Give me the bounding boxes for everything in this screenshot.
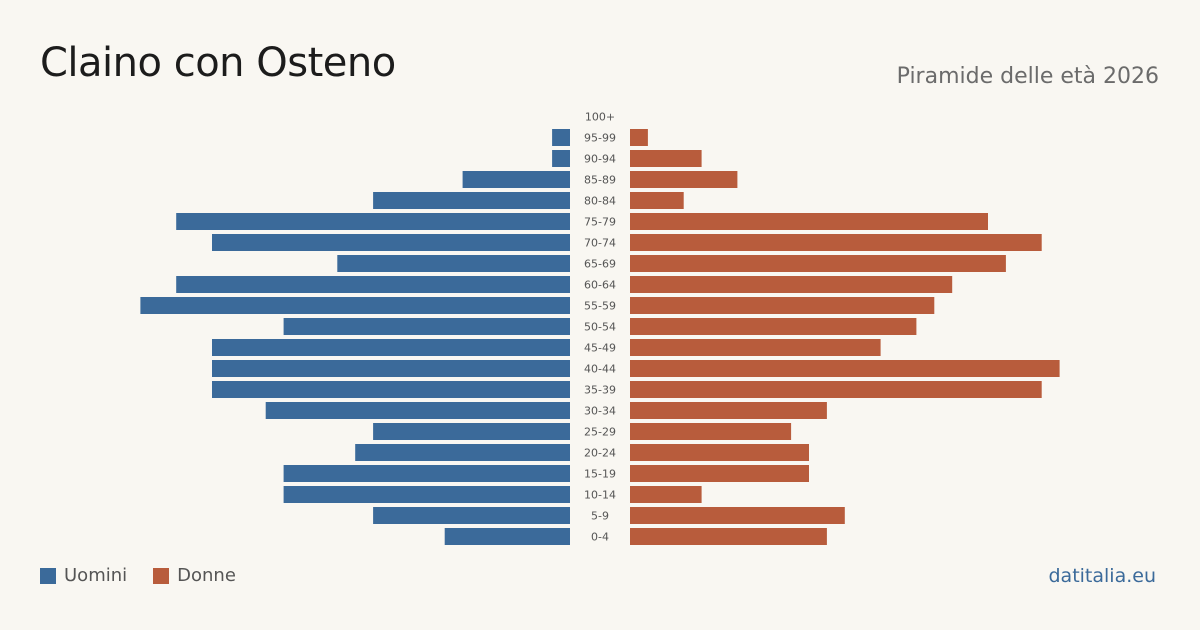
bar-men-50-54[interactable] [283,318,570,335]
bar-women-75-79[interactable] [630,213,988,230]
bar-men-45-49[interactable] [212,339,570,356]
bar-men-40-44[interactable] [212,360,570,377]
age-label: 85-89 [584,174,616,187]
legend-item-women: Donne [153,565,236,586]
bar-men-70-74[interactable] [212,234,570,251]
bar-men-5-9[interactable] [373,507,570,524]
chart-subtitle: Piramide delle età 2026 [896,64,1159,89]
bar-women-20-24[interactable] [630,444,809,461]
bar-women-70-74[interactable] [630,234,1042,251]
age-label: 55-59 [584,300,616,313]
bar-women-35-39[interactable] [630,381,1042,398]
age-label: 20-24 [584,447,616,460]
bar-men-95-99[interactable] [552,129,570,146]
age-label: 0-4 [591,531,609,544]
bar-women-40-44[interactable] [630,360,1060,377]
bar-men-15-19[interactable] [283,465,570,482]
age-label: 45-49 [584,342,616,355]
age-label: 75-79 [584,216,616,229]
bar-women-55-59[interactable] [630,297,935,314]
age-label: 90-94 [584,153,616,166]
bar-men-80-84[interactable] [373,192,570,209]
bar-women-45-49[interactable] [630,339,881,356]
brand-link[interactable]: datitalia.eu [1048,565,1157,587]
bar-men-60-64[interactable] [176,276,570,293]
age-label: 65-69 [584,258,616,271]
age-label: 5-9 [591,510,609,523]
age-label: 80-84 [584,195,616,208]
bar-women-25-29[interactable] [630,423,792,440]
bar-men-90-94[interactable] [552,150,570,167]
legend: Uomini Donne [40,565,262,586]
bar-men-35-39[interactable] [212,381,570,398]
age-label: 50-54 [584,321,616,334]
legend-swatch-women [153,567,170,584]
age-label: 10-14 [584,489,616,502]
bar-men-75-79[interactable] [176,213,570,230]
bar-women-0-4[interactable] [630,528,827,545]
bar-men-10-14[interactable] [283,486,570,503]
legend-item-men: Uomini [40,565,127,586]
bar-women-10-14[interactable] [630,486,702,503]
age-label: 60-64 [584,279,616,292]
bar-women-5-9[interactable] [630,507,845,524]
age-label: 100+ [585,111,615,124]
age-label: 35-39 [584,384,616,397]
bar-men-20-24[interactable] [355,444,570,461]
chart-title: Claino con Osteno [40,40,396,86]
bar-women-30-34[interactable] [630,402,827,419]
bar-women-50-54[interactable] [630,318,917,335]
bar-women-90-94[interactable] [630,150,702,167]
bar-men-55-59[interactable] [140,297,570,314]
age-label: 70-74 [584,237,616,250]
age-label: 15-19 [584,468,616,481]
legend-swatch-men [40,567,56,584]
bar-women-65-69[interactable] [630,255,1006,272]
bar-women-60-64[interactable] [630,276,953,293]
legend-label-women: Donne [177,565,236,586]
bar-men-30-34[interactable] [265,402,570,419]
bar-women-95-99[interactable] [630,129,648,146]
bar-women-85-89[interactable] [630,171,738,188]
bar-women-80-84[interactable] [630,192,684,209]
bar-men-85-89[interactable] [462,171,570,188]
age-label: 95-99 [584,132,616,145]
legend-label-men: Uomini [64,565,128,586]
age-label: 40-44 [584,363,616,376]
age-label: 30-34 [584,405,616,418]
bar-women-15-19[interactable] [630,465,809,482]
bar-men-65-69[interactable] [337,255,570,272]
bar-men-0-4[interactable] [444,528,570,545]
bar-men-25-29[interactable] [373,423,570,440]
age-label: 25-29 [584,426,616,439]
